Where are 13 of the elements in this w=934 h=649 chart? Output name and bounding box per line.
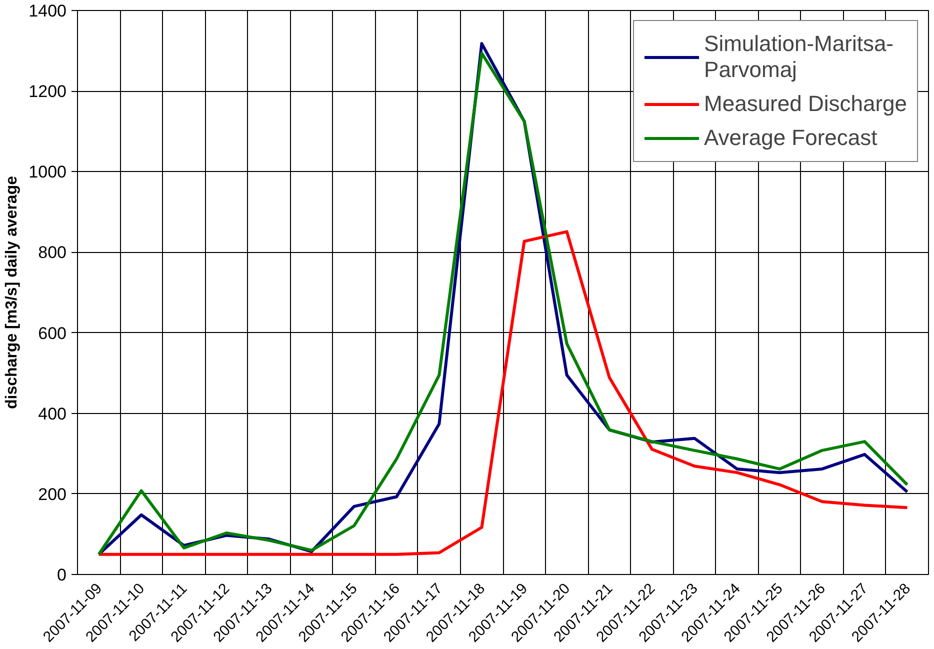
y-tick-label: 200 bbox=[38, 484, 67, 504]
y-tick-label: 800 bbox=[38, 243, 67, 262]
legend-label: Simulation-Maritsa-Parvomaj bbox=[704, 31, 894, 83]
y-tick-label: 1000 bbox=[28, 162, 67, 182]
y-axis-title: discharge [m3/s] daily average bbox=[4, 176, 21, 409]
y-tick-label: 1200 bbox=[28, 82, 67, 102]
y-tick-label: 400 bbox=[38, 404, 67, 424]
legend-label: Average Forecast bbox=[704, 125, 878, 151]
y-tick-label: 0 bbox=[57, 566, 67, 584]
y-tick-label: 600 bbox=[38, 324, 67, 343]
legend-label: Measured Discharge bbox=[704, 91, 907, 117]
line-series bbox=[97, 230, 909, 556]
y-tick-label: 1400 bbox=[28, 2, 67, 20]
